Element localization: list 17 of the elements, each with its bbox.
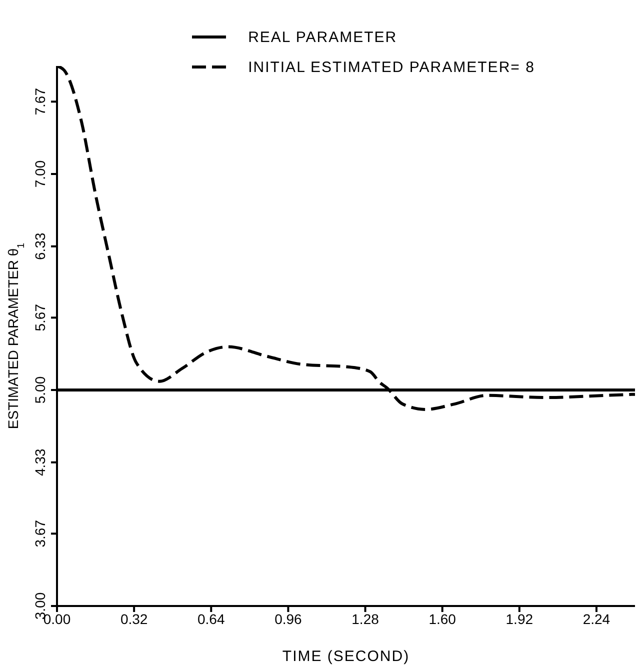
y-tick-label: 4.33	[32, 448, 48, 476]
y-tick-label: 6.33	[32, 232, 48, 260]
y-tick-label: 5.00	[32, 376, 48, 404]
y-tick-label: 5.67	[32, 304, 48, 332]
y-tick-label: 7.67	[32, 88, 48, 116]
x-tick-label: 1.92	[506, 610, 534, 627]
x-tick-label: 2.24	[582, 610, 610, 627]
legend-label: REAL PARAMETER	[248, 28, 398, 46]
x-tick-label: 0.96	[274, 610, 302, 627]
x-tick-label: 0.32	[120, 610, 148, 627]
y-tick-label: 7.00	[32, 160, 48, 188]
x-tick-label: 1.60	[428, 610, 456, 627]
y-tick-label: 3.67	[32, 520, 48, 548]
legend-label: INITIAL ESTIMATED PARAMETER= 8	[248, 58, 535, 76]
x-tick-label: 1.28	[352, 610, 380, 627]
x-tick-label: 0.64	[198, 610, 225, 627]
x-axis-title: TIME (SECOND)	[282, 648, 410, 665]
